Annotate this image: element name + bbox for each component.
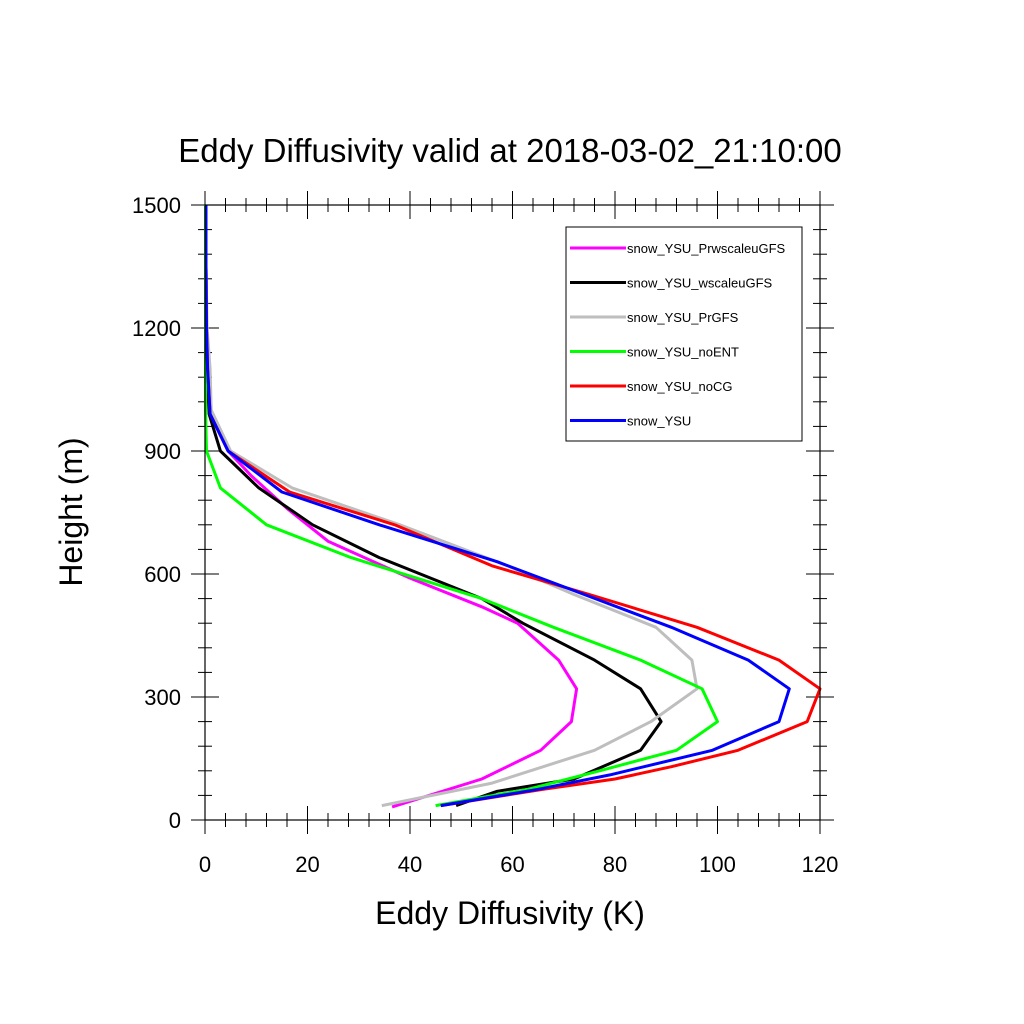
y-tick-label: 0 [169, 808, 181, 833]
legend-label: snow_YSU_wscaleuGFS [627, 276, 773, 291]
y-tick-label: 1200 [132, 316, 181, 341]
x-tick-label: 100 [699, 852, 736, 877]
legend-label: snow_YSU_noCG [627, 379, 733, 394]
x-tick-label: 80 [603, 852, 627, 877]
plot-frame [204, 204, 821, 821]
series-line-snow_YSU [204, 205, 791, 808]
y-tick-label: 900 [144, 439, 181, 464]
x-tick-label: 40 [398, 852, 422, 877]
legend-label: snow_YSU_PrGFS [627, 310, 739, 325]
legend: snow_YSU_PrwscaleuGFS snow_YSU_wscaleuGFS… [565, 226, 803, 442]
series-lines [204, 205, 822, 809]
y-tick-label: 1500 [132, 193, 181, 218]
legend-label: snow_YSU_PrwscaleuGFS [627, 241, 786, 256]
y-tick-label: 600 [144, 562, 181, 587]
legend-label: snow_YSU_noENT [627, 345, 739, 360]
x-tick-label: 0 [199, 852, 211, 877]
chart-title: Eddy Diffusivity valid at 2018-03-02_21:… [178, 132, 841, 169]
legend-box [565, 226, 803, 442]
x-axis-label: Eddy Diffusivity (K) [375, 895, 645, 931]
x-tick-label: 20 [295, 852, 319, 877]
series-line-snow_YSU_PrwscaleuGFS [204, 205, 579, 809]
legend-label: snow_YSU [627, 414, 691, 429]
y-tick-label: 300 [144, 685, 181, 710]
x-tick-label: 60 [500, 852, 524, 877]
y-axis-label: Height (m) [53, 437, 89, 586]
x-tick-label: 120 [802, 852, 839, 877]
